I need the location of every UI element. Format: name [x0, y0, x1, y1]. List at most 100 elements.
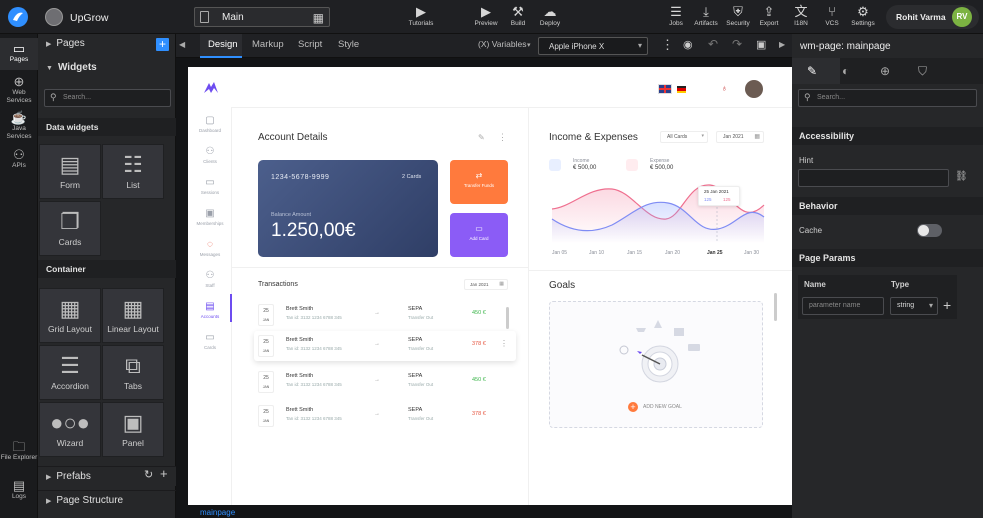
- widget-tabs[interactable]: ⧉ Tabs: [102, 345, 164, 400]
- collapse-right-icon[interactable]: ▶: [779, 40, 786, 49]
- widget-accordion[interactable]: ☰ Accordion: [39, 345, 101, 400]
- preview-button[interactable]: ▶ Preview: [470, 4, 502, 28]
- transactions-period-select[interactable]: Jan 2021 ▦: [464, 279, 508, 290]
- user-menu[interactable]: Rohit Varma RV: [886, 5, 979, 29]
- vcs-button[interactable]: ⑂ VCS: [816, 4, 848, 28]
- widget-linear-layout[interactable]: ▦ Linear Layout: [102, 288, 164, 343]
- page-params-section[interactable]: Page Params: [792, 249, 983, 267]
- pages-section-header[interactable]: ▶ Pages: [46, 38, 85, 49]
- transaction-row[interactable]: 25 JAN Brett Smith Tan id: 3132 1234 6788…: [258, 369, 516, 395]
- deploy-button[interactable]: ☁ Deploy: [534, 4, 566, 28]
- build-button[interactable]: ⚒ Build: [502, 4, 534, 28]
- widgets-section-header[interactable]: ▼ Widgets: [46, 62, 97, 73]
- rail-item-java-services[interactable]: ☕ Java Services: [0, 110, 38, 142]
- visibility-icon[interactable]: ◉: [683, 39, 693, 51]
- edit-icon[interactable]: ✎: [478, 133, 485, 142]
- rail-item-file-explorer[interactable]: 🗀 File Explorer: [0, 439, 38, 461]
- nav-cards[interactable]: ▭ Cards: [188, 332, 232, 351]
- security-button[interactable]: ⛨ Security: [722, 4, 754, 28]
- more-options-icon[interactable]: ⋮: [661, 37, 674, 52]
- cards-filter-select[interactable]: All Cards ▾: [660, 131, 708, 143]
- accessibility-section[interactable]: Accessibility: [792, 127, 983, 145]
- breadcrumb[interactable]: mainpage: [200, 508, 236, 517]
- export-button[interactable]: ⇪ Export: [753, 4, 785, 28]
- add-new-goal-label[interactable]: ADD NEW GOAL: [643, 404, 682, 410]
- widget-search-input[interactable]: ⚲ Search...: [44, 89, 171, 107]
- grid-icon[interactable]: ▦: [312, 11, 324, 25]
- wavemaker-logo-icon[interactable]: [8, 7, 28, 27]
- goals-dropzone[interactable]: + ADD NEW GOAL: [549, 301, 763, 428]
- profile-avatar[interactable]: [745, 80, 763, 98]
- styles-icon[interactable]: ◐: [842, 64, 850, 78]
- hint-input[interactable]: [798, 169, 949, 187]
- project-avatar[interactable]: [45, 8, 63, 26]
- add-page-button[interactable]: +: [156, 38, 169, 51]
- redo-icon[interactable]: ↷: [732, 37, 743, 51]
- jobs-button[interactable]: ☰ Jobs: [660, 4, 692, 28]
- flag-de-icon[interactable]: [677, 86, 686, 93]
- transaction-row[interactable]: 25 JAN Brett Smith Tan id: 3132 1234 6788…: [258, 302, 516, 328]
- events-icon[interactable]: ⊕: [880, 64, 891, 78]
- security-shield-icon[interactable]: ⛉: [918, 64, 928, 78]
- undo-icon[interactable]: ↶: [708, 37, 719, 51]
- page-structure-section-header[interactable]: ▶ Page Structure: [38, 490, 176, 510]
- period-select[interactable]: Jan 2021 ▦: [716, 131, 764, 143]
- page-selector[interactable]: Main ▦: [194, 7, 330, 27]
- page-preview[interactable]: ♁ ▢ Dashboard ⚇ Clients ▭ Sessions ▣ Members…: [188, 67, 792, 505]
- tab-style[interactable]: Style: [338, 39, 360, 50]
- tab-markup[interactable]: Markup: [252, 39, 284, 50]
- device-select[interactable]: Apple iPhone X ▾: [538, 37, 648, 55]
- nav-clients[interactable]: ⚇ Clients: [188, 146, 232, 165]
- widget-grid-layout[interactable]: ▦ Grid Layout: [39, 288, 101, 343]
- goals-scrollbar[interactable]: [774, 293, 777, 321]
- pencil-icon[interactable]: ✎: [807, 64, 818, 78]
- artifacts-button[interactable]: ⤓ Artifacts: [690, 4, 722, 28]
- variables-button[interactable]: (X) Variables: [478, 39, 527, 49]
- rail-item-web-services[interactable]: ⊕ Web Services: [0, 74, 38, 106]
- tab-properties-active[interactable]: [792, 58, 840, 84]
- row-more-icon[interactable]: ⋮: [500, 339, 508, 348]
- transaction-row[interactable]: 25 JAN Brett Smith Tan id: 3132 1234 6788…: [258, 403, 516, 429]
- settings-button[interactable]: ⚙ Settings: [847, 4, 879, 28]
- notification-icon[interactable]: ♁: [721, 83, 728, 93]
- add-goal-plus-icon[interactable]: +: [628, 402, 638, 412]
- transaction-row[interactable]: 25 JAN Brett Smith Tan id: 3132 1234 6788…: [258, 333, 516, 359]
- nav-memberships[interactable]: ▣ Memberships: [188, 208, 232, 227]
- cache-toggle[interactable]: [917, 224, 942, 237]
- rail-item-apis[interactable]: ⚇ APIs: [0, 147, 38, 173]
- project-name[interactable]: UpGrow: [70, 12, 109, 24]
- refresh-icon[interactable]: ↻: [144, 469, 154, 481]
- add-param-icon[interactable]: +: [943, 297, 952, 313]
- widget-list[interactable]: ☷ List: [102, 144, 164, 199]
- nav-staff[interactable]: ⚇ Staff: [188, 270, 232, 289]
- add-card-button[interactable]: ▭ Add Card: [450, 213, 508, 257]
- tutorials-button[interactable]: ▶ Tutorials: [405, 4, 437, 28]
- prefabs-section-header[interactable]: ▶ Prefabs: [38, 466, 176, 486]
- nav-dashboard[interactable]: ▢ Dashboard: [188, 115, 232, 134]
- rail-item-pages[interactable]: ▭ Pages: [0, 38, 38, 70]
- more-icon[interactable]: ⋮: [498, 132, 507, 142]
- flag-uk-icon[interactable]: [658, 84, 672, 94]
- widget-cards[interactable]: ❐ Cards: [39, 201, 101, 256]
- link-icon[interactable]: ⛓: [955, 171, 968, 182]
- behavior-section[interactable]: Behavior: [792, 197, 983, 215]
- collapse-left-icon[interactable]: ◀: [179, 40, 186, 49]
- tab-design[interactable]: Design: [208, 39, 238, 50]
- save-icon[interactable]: ▣: [756, 39, 767, 51]
- tab-script[interactable]: Script: [298, 39, 323, 50]
- widget-wizard[interactable]: ●○● Wizard: [39, 402, 101, 457]
- nav-accounts[interactable]: ▤ Accounts: [188, 301, 232, 320]
- widget-panel[interactable]: ▣ Panel: [102, 402, 164, 457]
- nav-messages[interactable]: ◌ Messages: [188, 239, 232, 258]
- property-search-input[interactable]: ⚲ Search...: [798, 89, 977, 107]
- transactions-scrollbar[interactable]: [506, 307, 509, 329]
- rail-item-logs[interactable]: ▤ Logs: [0, 478, 38, 504]
- account-card[interactable]: 1234-5678-9999 2 Cards Balance Amount 1.…: [258, 160, 438, 257]
- transfer-funds-button[interactable]: ⇄ Transfer Funds: [450, 160, 508, 204]
- nav-sessions[interactable]: ▭ Sessions: [188, 177, 232, 196]
- i18n-button[interactable]: 文 I18N: [785, 4, 817, 28]
- parameter-type-select[interactable]: string ▾: [890, 297, 938, 315]
- add-prefab-icon[interactable]: +: [160, 466, 168, 481]
- widget-form[interactable]: ▤ Form: [39, 144, 101, 199]
- parameter-name-input[interactable]: parameter name: [802, 297, 884, 315]
